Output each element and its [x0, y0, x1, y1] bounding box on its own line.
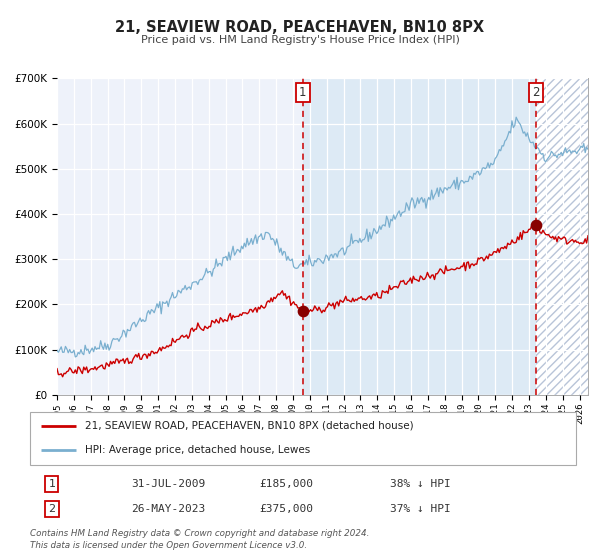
Bar — [303, 78, 536, 395]
Text: 38% ↓ HPI: 38% ↓ HPI — [391, 479, 451, 489]
Text: Contains HM Land Registry data © Crown copyright and database right 2024.: Contains HM Land Registry data © Crown c… — [30, 529, 370, 538]
Text: 21, SEAVIEW ROAD, PEACEHAVEN, BN10 8PX (detached house): 21, SEAVIEW ROAD, PEACEHAVEN, BN10 8PX (… — [85, 421, 413, 431]
FancyBboxPatch shape — [30, 412, 576, 465]
Point — [531, 221, 541, 230]
Point — [298, 307, 308, 316]
Text: 21, SEAVIEW ROAD, PEACEHAVEN, BN10 8PX: 21, SEAVIEW ROAD, PEACEHAVEN, BN10 8PX — [115, 20, 485, 35]
Text: 26-MAY-2023: 26-MAY-2023 — [131, 503, 205, 514]
Text: 31-JUL-2009: 31-JUL-2009 — [131, 479, 205, 489]
Text: 1: 1 — [299, 86, 307, 99]
Text: £185,000: £185,000 — [259, 479, 313, 489]
Text: 2: 2 — [532, 86, 539, 99]
Text: HPI: Average price, detached house, Lewes: HPI: Average price, detached house, Lewe… — [85, 445, 310, 455]
Text: This data is licensed under the Open Government Licence v3.0.: This data is licensed under the Open Gov… — [30, 541, 307, 550]
Text: Price paid vs. HM Land Registry's House Price Index (HPI): Price paid vs. HM Land Registry's House … — [140, 35, 460, 45]
Text: £375,000: £375,000 — [259, 503, 313, 514]
Text: 2: 2 — [48, 503, 55, 514]
Bar — [536, 78, 588, 395]
Text: 37% ↓ HPI: 37% ↓ HPI — [391, 503, 451, 514]
Text: 1: 1 — [49, 479, 55, 489]
